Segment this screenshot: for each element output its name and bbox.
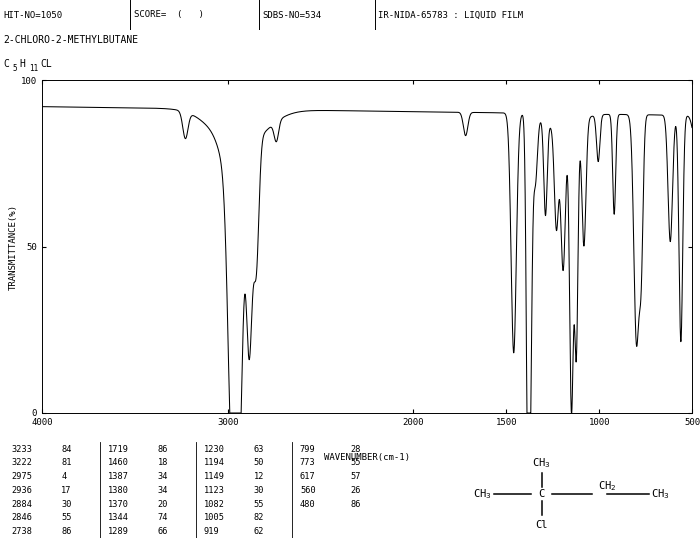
Text: 2975: 2975 <box>11 472 32 481</box>
Text: 2846: 2846 <box>11 513 32 522</box>
Text: 50: 50 <box>254 458 265 467</box>
Text: 919: 919 <box>204 527 220 536</box>
Text: 5: 5 <box>13 64 18 74</box>
Text: 773: 773 <box>300 458 316 467</box>
Text: 1387: 1387 <box>108 472 129 481</box>
Text: 62: 62 <box>254 527 265 536</box>
Text: CH$_3$: CH$_3$ <box>533 457 551 470</box>
Text: 1194: 1194 <box>204 458 225 467</box>
Text: SDBS-NO=534: SDBS-NO=534 <box>262 10 321 19</box>
Text: CL: CL <box>41 59 52 69</box>
Text: C: C <box>539 489 545 499</box>
Text: HIT-NO=1050: HIT-NO=1050 <box>4 10 62 19</box>
Text: 30: 30 <box>62 499 72 509</box>
Text: 66: 66 <box>158 527 168 536</box>
Text: 1123: 1123 <box>204 486 225 495</box>
Text: CH$_3$: CH$_3$ <box>652 487 670 501</box>
Text: 2-CHLORO-2-METHYLBUTANE: 2-CHLORO-2-METHYLBUTANE <box>4 35 139 45</box>
Text: 2738: 2738 <box>11 527 32 536</box>
Text: 34: 34 <box>158 472 168 481</box>
Text: 4: 4 <box>62 472 66 481</box>
Text: H: H <box>20 59 25 69</box>
Text: 17: 17 <box>62 486 72 495</box>
Text: 55: 55 <box>62 513 72 522</box>
Text: 1370: 1370 <box>108 499 129 509</box>
Text: CH$_3$: CH$_3$ <box>473 487 491 501</box>
Text: C: C <box>4 59 9 69</box>
Text: SCORE=  (   ): SCORE= ( ) <box>134 10 204 19</box>
Y-axis label: TRANSMITTANCE(%): TRANSMITTANCE(%) <box>9 203 18 289</box>
X-axis label: WAVENUMBER(cm-1): WAVENUMBER(cm-1) <box>324 453 410 462</box>
Text: 3222: 3222 <box>11 458 32 467</box>
Text: 1344: 1344 <box>108 513 129 522</box>
Text: 84: 84 <box>62 445 72 454</box>
Text: 1289: 1289 <box>108 527 129 536</box>
Text: 18: 18 <box>158 458 168 467</box>
Text: 86: 86 <box>350 499 360 509</box>
Text: 12: 12 <box>254 472 265 481</box>
Text: 1005: 1005 <box>204 513 225 522</box>
Text: 617: 617 <box>300 472 316 481</box>
Text: 20: 20 <box>158 499 168 509</box>
Text: 2884: 2884 <box>11 499 32 509</box>
Text: 28: 28 <box>350 445 360 454</box>
Text: 82: 82 <box>254 513 265 522</box>
Text: 63: 63 <box>254 445 265 454</box>
Text: Cl: Cl <box>536 520 548 530</box>
Text: 799: 799 <box>300 445 316 454</box>
Text: 86: 86 <box>158 445 168 454</box>
Text: 560: 560 <box>300 486 316 495</box>
Text: 3233: 3233 <box>11 445 32 454</box>
Text: 30: 30 <box>254 486 265 495</box>
Text: CH$_2$: CH$_2$ <box>598 479 617 493</box>
Text: 1380: 1380 <box>108 486 129 495</box>
Text: 1082: 1082 <box>204 499 225 509</box>
Text: 81: 81 <box>62 458 72 467</box>
Text: 2936: 2936 <box>11 486 32 495</box>
Text: 1460: 1460 <box>108 458 129 467</box>
Text: 55: 55 <box>254 499 265 509</box>
Text: 11: 11 <box>29 64 38 74</box>
Text: 480: 480 <box>300 499 316 509</box>
Text: 1149: 1149 <box>204 472 225 481</box>
Text: 74: 74 <box>158 513 168 522</box>
Text: 1719: 1719 <box>108 445 129 454</box>
Text: IR-NIDA-65783 : LIQUID FILM: IR-NIDA-65783 : LIQUID FILM <box>378 10 523 19</box>
Text: 34: 34 <box>158 486 168 495</box>
Text: 86: 86 <box>62 527 72 536</box>
Text: 57: 57 <box>350 472 360 481</box>
Text: 55: 55 <box>350 458 360 467</box>
Text: 26: 26 <box>350 486 360 495</box>
Text: 1230: 1230 <box>204 445 225 454</box>
